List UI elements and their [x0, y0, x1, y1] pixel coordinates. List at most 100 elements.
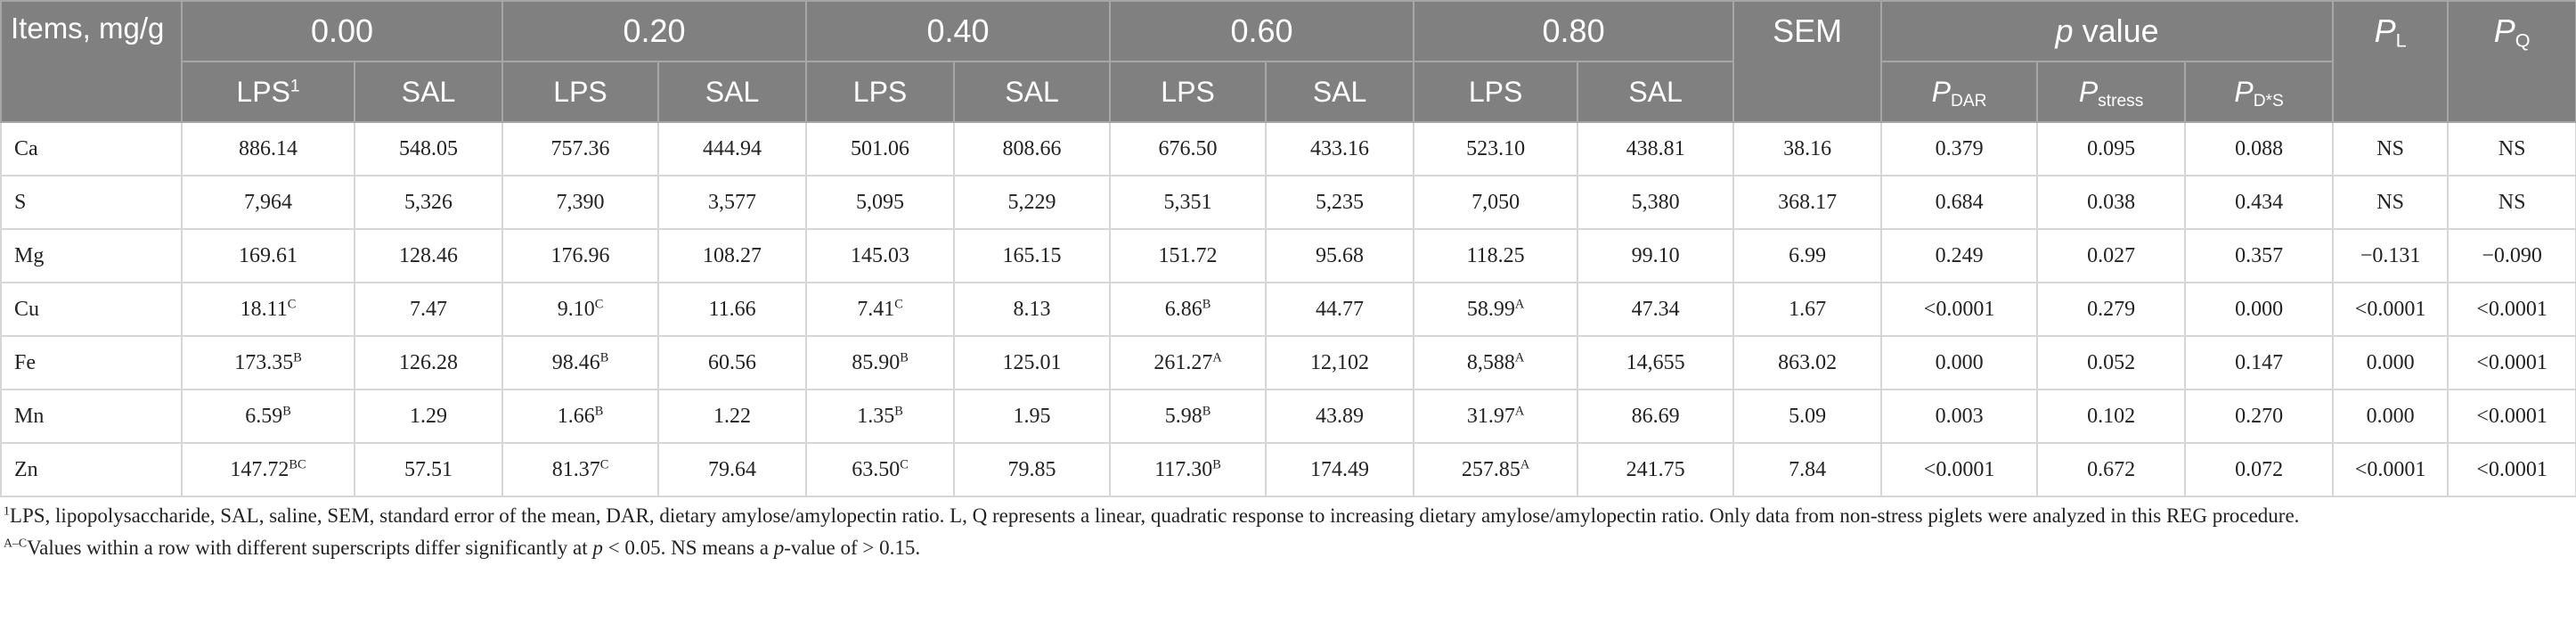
footnote: A–CValues within a row with different su…: [4, 535, 2572, 562]
table-cell: 0.000: [2332, 335, 2450, 390]
superscript: C: [900, 456, 909, 471]
cell-text: 7,050: [1471, 190, 1520, 214]
table-cell: <0.0001: [2447, 282, 2576, 337]
header-cell: 0.00: [180, 0, 504, 62]
cell-text: 501.06: [851, 136, 910, 160]
table-cell: 438.81: [1577, 121, 1735, 176]
cell-text: SAL: [705, 75, 760, 108]
header-cell: LPS: [805, 61, 956, 123]
table-cell: 863.02: [1732, 335, 1883, 390]
cell-text: 81.37: [551, 457, 600, 481]
header-cell: PDAR: [1880, 61, 2039, 123]
table-cell: 8,588A: [1413, 335, 1579, 390]
cell-text: SEM: [1773, 12, 1843, 49]
cell-text: 444.94: [703, 136, 762, 160]
cell-text: 14,655: [1626, 350, 1685, 374]
cell-text: 99.10: [1631, 243, 1680, 267]
cell-text: 7,390: [556, 190, 605, 214]
superscript: B: [1212, 456, 1221, 471]
cell-text: 6.99: [1789, 243, 1827, 267]
table-cell: 5,235: [1265, 175, 1415, 230]
cell-text: 6.86: [1164, 297, 1202, 321]
cell-text: 0.052: [2087, 350, 2136, 374]
cell-text: <0.0001: [1923, 297, 1995, 321]
header-cell: SAL: [1265, 61, 1415, 123]
cell-text: <0.0001: [2476, 404, 2547, 428]
table-cell: 7.84: [1732, 442, 1883, 497]
table-cell: <0.0001: [2332, 282, 2450, 337]
superscript: C: [594, 296, 604, 311]
header-cell: 0.60: [1109, 0, 1415, 62]
table-row: Ca 886.14 548.05 757.36 444.94 501.06 808.66 67…: [0, 121, 2576, 176]
cell-text: 118.25: [1466, 243, 1525, 267]
cell-text: 0.095: [2087, 136, 2136, 160]
cell-text: 173.35: [234, 350, 294, 374]
table-cell: 5.09: [1732, 389, 1883, 444]
footnote-text: -value of > 0.15.: [784, 537, 921, 559]
cell-text: 433.16: [1310, 136, 1370, 160]
table-cell: 108.27: [657, 228, 808, 283]
cell-text: 9.10: [557, 297, 595, 321]
cell-text: SAL: [1312, 75, 1367, 108]
cell-text: <0.0001: [2354, 297, 2426, 321]
superscript: B: [282, 403, 291, 418]
table-row: Fe 173.35B 126.28 98.46B 60.56 85.90B 125.01 26…: [0, 335, 2576, 390]
cell-text: 174.49: [1310, 457, 1370, 481]
superscript: C: [599, 456, 609, 471]
cell-text: 165.15: [1002, 243, 1062, 267]
table-row: Mg 169.61 128.46 176.96 108.27 145.03 165.15 15…: [0, 228, 2576, 283]
cell-text: 0.20: [623, 12, 686, 49]
superscript: B: [1202, 403, 1211, 418]
cell-text: P: [2493, 12, 2515, 49]
cell-text: 886.14: [239, 136, 298, 160]
cell-text: value: [2073, 12, 2159, 49]
cell-text: 0.40: [926, 12, 990, 49]
cell-text: 5,380: [1631, 190, 1680, 214]
cell-text: 7.41: [857, 297, 895, 321]
data-table: Items, mg/g 0.00 0.20 0.40 0.60 0.80 SEM p valu…: [0, 0, 2576, 497]
cell-text: 5,235: [1316, 190, 1365, 214]
cell-text: 0.270: [2235, 404, 2284, 428]
cell-text: NS: [2498, 190, 2526, 214]
table-cell: 98.46B: [501, 335, 660, 390]
cell-text: 676.50: [1158, 136, 1218, 160]
table-row: Cu 18.11C 7.47 9.10C 11.66 7.41C 8.13 6.86B 44.7…: [0, 282, 2576, 337]
superscript: C: [287, 296, 297, 311]
superscript: C: [894, 296, 903, 311]
table-cell: 0.072: [2184, 442, 2335, 497]
cell-text: Mn: [14, 404, 45, 428]
cell-text: 257.85: [1461, 457, 1520, 481]
cell-text: 368.17: [1778, 190, 1838, 214]
cell-text: 5,351: [1163, 190, 1212, 214]
cell-text: 125.01: [1002, 350, 1062, 374]
table-cell: 11.66: [657, 282, 808, 337]
table-cell: 9.10C: [501, 282, 660, 337]
table-cell: 7.41C: [805, 282, 956, 337]
header-cell: 0.40: [805, 0, 1112, 62]
cell-text: 1.67: [1789, 297, 1827, 321]
cell-text: 1.22: [713, 404, 752, 428]
table-cell: 14,655: [1577, 335, 1735, 390]
superscript: A: [1520, 456, 1530, 471]
superscript: BC: [289, 456, 306, 471]
table-cell: 57.51: [353, 442, 504, 497]
header-cell: LPS: [501, 61, 660, 123]
cell-text: −0.131: [2360, 243, 2421, 267]
table-cell: 444.94: [657, 121, 808, 176]
cell-text: LPS: [852, 75, 908, 108]
cell-text: 0.038: [2087, 190, 2136, 214]
table-cell: 44.77: [1265, 282, 1415, 337]
header-cell: SEM: [1732, 0, 1883, 123]
cell-text: <0.0001: [1923, 457, 1995, 481]
footnotes: 1LPS, lipopolysaccharide, SAL, saline, S…: [0, 497, 2576, 562]
cell-text: 757.36: [550, 136, 610, 160]
cell-text: 8,588: [1466, 350, 1515, 374]
cell-text: LPS: [1468, 75, 1523, 108]
table-cell: 151.72: [1109, 228, 1268, 283]
cell-text: 58.99: [1466, 297, 1515, 321]
table-cell: 0.434: [2184, 175, 2335, 230]
cell-text: 0.027: [2087, 243, 2136, 267]
table-cell: 117.30B: [1109, 442, 1268, 497]
cell-text: 12,102: [1310, 350, 1370, 374]
cell-text: 5.09: [1789, 404, 1827, 428]
